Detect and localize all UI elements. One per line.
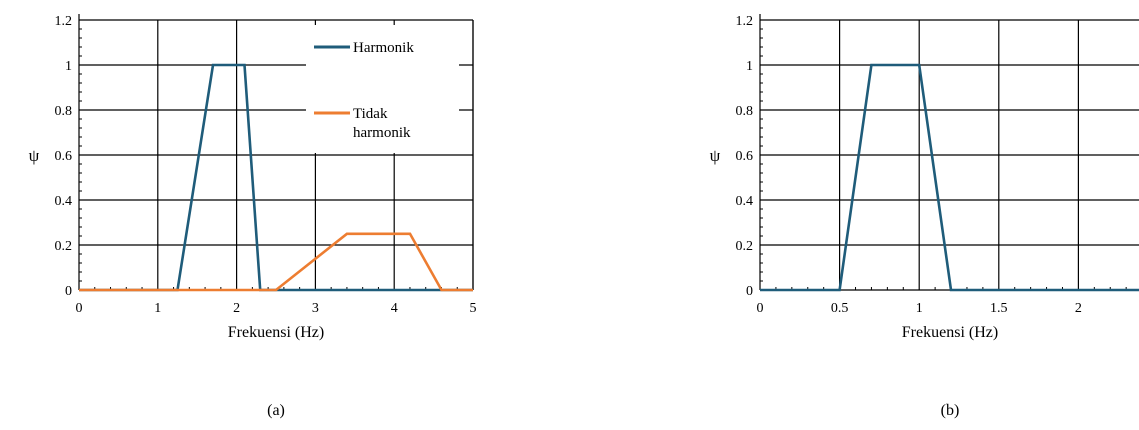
legend: Harmonik Tidak harmonik [306, 25, 459, 153]
legend-label: Tidak [353, 106, 388, 122]
x-tick-label: 0 [757, 301, 764, 316]
x-tick-label: 4 [391, 301, 398, 316]
legend-label: Harmonik [353, 40, 414, 56]
x-tick-label: 2 [1075, 301, 1082, 316]
panel-label: (a) [267, 402, 285, 419]
legend-label: harmonik [353, 125, 411, 141]
series-line-series-1 [760, 63, 1139, 292]
minor-ticks [760, 28, 1127, 290]
series-line-tidak-harmonik [79, 232, 473, 292]
x-tick-label: 0 [76, 301, 83, 316]
y-axis-label: ψ [710, 146, 721, 165]
y-tick-label: 0.2 [736, 239, 754, 254]
x-tick-label: 2 [233, 301, 240, 316]
y-tick-label: 0.8 [736, 104, 754, 119]
y-tick-label: 0 [65, 284, 72, 299]
x-tick-label: 1 [916, 301, 923, 316]
y-tick-label: 1 [746, 59, 753, 74]
y-tick-label: 1.2 [736, 14, 754, 29]
x-axis-label: Frekuensi (Hz) [902, 324, 998, 341]
y-tick-label: 0.8 [55, 104, 73, 119]
y-tick-label: 1 [65, 59, 72, 74]
x-tick-label: 3 [312, 301, 319, 316]
y-tick-label: 0.6 [55, 149, 73, 164]
x-tick-label: 5 [470, 301, 477, 316]
chart-panel-b: 0 0.2 0.4 0.6 0.8 1 1.2 0 0.5 1 1.5 2 Frekuensi (Hz)… [710, 14, 1139, 419]
y-tick-label: 1.2 [55, 14, 73, 29]
y-tick-label: 0.4 [736, 194, 754, 209]
x-tick-label: 1.5 [990, 301, 1008, 316]
x-tick-label: 1 [154, 301, 161, 316]
x-tick-label: 0.5 [831, 301, 849, 316]
y-tick-label: 0.4 [55, 194, 73, 209]
gridlines [760, 19, 1139, 290]
x-axis-label: Frekuensi (Hz) [228, 324, 324, 341]
y-tick-label: 0 [746, 284, 753, 299]
panel-label: (b) [941, 402, 960, 419]
y-tick-label: 0.6 [736, 149, 754, 164]
y-axis-label: ψ [29, 146, 40, 165]
chart-panel-a: 0 0.2 0.4 0.6 0.8 1 1.2 0 1 2 3 4 5 Frekuensi (Hz) ψ Ha… [29, 14, 477, 419]
y-tick-label: 0.2 [55, 239, 73, 254]
